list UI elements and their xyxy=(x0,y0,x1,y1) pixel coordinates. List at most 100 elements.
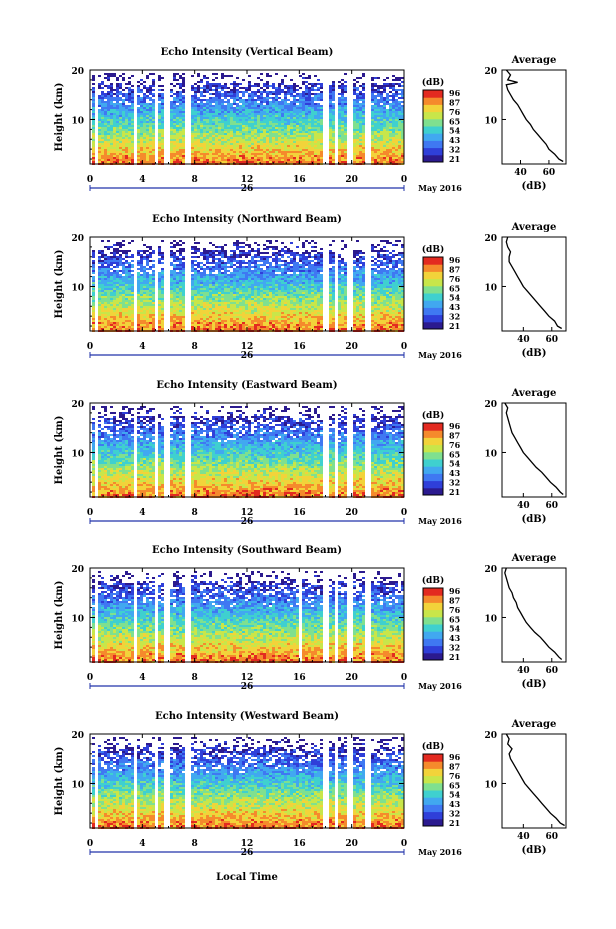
heatmap-cell xyxy=(122,296,125,298)
heatmap-cell xyxy=(122,115,125,117)
heatmap-cell xyxy=(116,85,119,87)
heatmap-cell xyxy=(245,117,248,119)
heatmap-cell xyxy=(284,119,287,121)
heatmap-cell xyxy=(209,290,212,292)
heatmap-cell xyxy=(197,318,200,320)
heatmap-cell xyxy=(176,324,179,326)
heatmap-cell xyxy=(212,145,215,147)
heatmap-cell xyxy=(137,308,140,310)
average-title: Average xyxy=(511,55,557,66)
heatmap-cell xyxy=(239,153,242,155)
colorbar-segment xyxy=(423,90,443,98)
heatmap-cell xyxy=(371,99,374,101)
heatmap-cell xyxy=(179,292,182,294)
heatmap-cell xyxy=(311,113,314,115)
heatmap-cell xyxy=(212,278,215,280)
heatmap-cell xyxy=(332,161,335,163)
heatmap-cell xyxy=(92,308,95,310)
heatmap-cell xyxy=(227,131,230,133)
heatmap-cell xyxy=(206,135,209,137)
heatmap-cell xyxy=(392,103,395,105)
heatmap-cell xyxy=(128,105,131,107)
heatmap-cell xyxy=(170,131,173,133)
heatmap-cell xyxy=(191,127,194,129)
heatmap-cell xyxy=(182,149,185,151)
heatmap-cell xyxy=(239,121,242,123)
heatmap-cell xyxy=(179,83,182,85)
heatmap-cell xyxy=(161,129,164,131)
heatmap-cell xyxy=(242,145,245,147)
heatmap-cell xyxy=(140,288,143,290)
heatmap-cell xyxy=(179,147,182,149)
heatmap-cell xyxy=(236,107,239,109)
heatmap-cell xyxy=(371,91,374,93)
heatmap-cell xyxy=(137,288,140,290)
heatmap-cell xyxy=(260,137,263,139)
heatmap-cell xyxy=(206,131,209,133)
heatmap-cell xyxy=(146,276,149,278)
heatmap-cell xyxy=(203,161,206,163)
heatmap-cell xyxy=(395,115,398,117)
heatmap-cell xyxy=(131,115,134,117)
heatmap-cell xyxy=(215,105,218,107)
heatmap-cell xyxy=(212,131,215,133)
heatmap-cell xyxy=(104,282,107,284)
heatmap-cell xyxy=(263,83,266,85)
heatmap-cell xyxy=(137,133,140,135)
heatmap-cell xyxy=(338,159,341,161)
heatmap-cell xyxy=(194,252,197,254)
heatmap-cell xyxy=(122,244,125,246)
heatmap-cell xyxy=(182,73,185,75)
heatmap-cell xyxy=(206,77,209,79)
heatmap-cell xyxy=(236,109,239,111)
heatmap-cell xyxy=(161,125,164,127)
heatmap-cell xyxy=(401,157,404,159)
heatmap-cell xyxy=(296,157,299,159)
heatmap-cell xyxy=(227,135,230,137)
heatmap-cell xyxy=(224,105,227,107)
heatmap-cell xyxy=(389,133,392,135)
heatmap-cell xyxy=(383,107,386,109)
heatmap-cell xyxy=(203,135,206,137)
heatmap-cell xyxy=(359,105,362,107)
heatmap-cell xyxy=(332,83,335,85)
heatmap-cell xyxy=(362,139,365,141)
heatmap-cell xyxy=(206,322,209,324)
heatmap-cell xyxy=(215,127,218,129)
heatmap-cell xyxy=(299,161,302,163)
heatmap-cell xyxy=(173,159,176,161)
heatmap-cell xyxy=(119,314,122,316)
heatmap-cell xyxy=(125,111,128,113)
heatmap-cell xyxy=(170,300,173,302)
heatmap-cell xyxy=(152,135,155,137)
heatmap-cell xyxy=(278,103,281,105)
heatmap-cell xyxy=(242,99,245,101)
heatmap-cell xyxy=(101,111,104,113)
heatmap-cell xyxy=(146,87,149,89)
heatmap-cell xyxy=(161,314,164,316)
heatmap-cell xyxy=(260,123,263,125)
heatmap-cell xyxy=(260,133,263,135)
heatmap-cell xyxy=(101,252,104,254)
heatmap-cell xyxy=(254,155,257,157)
heatmap-cell xyxy=(215,131,218,133)
heatmap-cell xyxy=(182,248,185,250)
heatmap-cell xyxy=(170,272,173,274)
heatmap-cell xyxy=(236,85,239,87)
heatmap-cell xyxy=(317,123,320,125)
heatmap-cell xyxy=(137,300,140,302)
heatmap-cell xyxy=(320,157,323,159)
heatmap-cell xyxy=(152,83,155,85)
heatmap-cell xyxy=(392,157,395,159)
heatmap-cell xyxy=(149,300,152,302)
heatmap-cell xyxy=(119,326,122,328)
heatmap-cell xyxy=(374,109,377,111)
heatmap-cell xyxy=(128,326,131,328)
heatmap-cell xyxy=(200,322,203,324)
heatmap-cell xyxy=(179,151,182,153)
heatmap-cell xyxy=(161,296,164,298)
heatmap-cell xyxy=(218,103,221,105)
heatmap-cell xyxy=(179,153,182,155)
heatmap-cell xyxy=(317,145,320,147)
heatmap-cell xyxy=(209,153,212,155)
